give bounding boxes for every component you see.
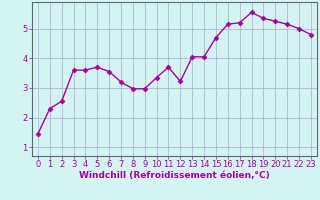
X-axis label: Windchill (Refroidissement éolien,°C): Windchill (Refroidissement éolien,°C) <box>79 171 270 180</box>
